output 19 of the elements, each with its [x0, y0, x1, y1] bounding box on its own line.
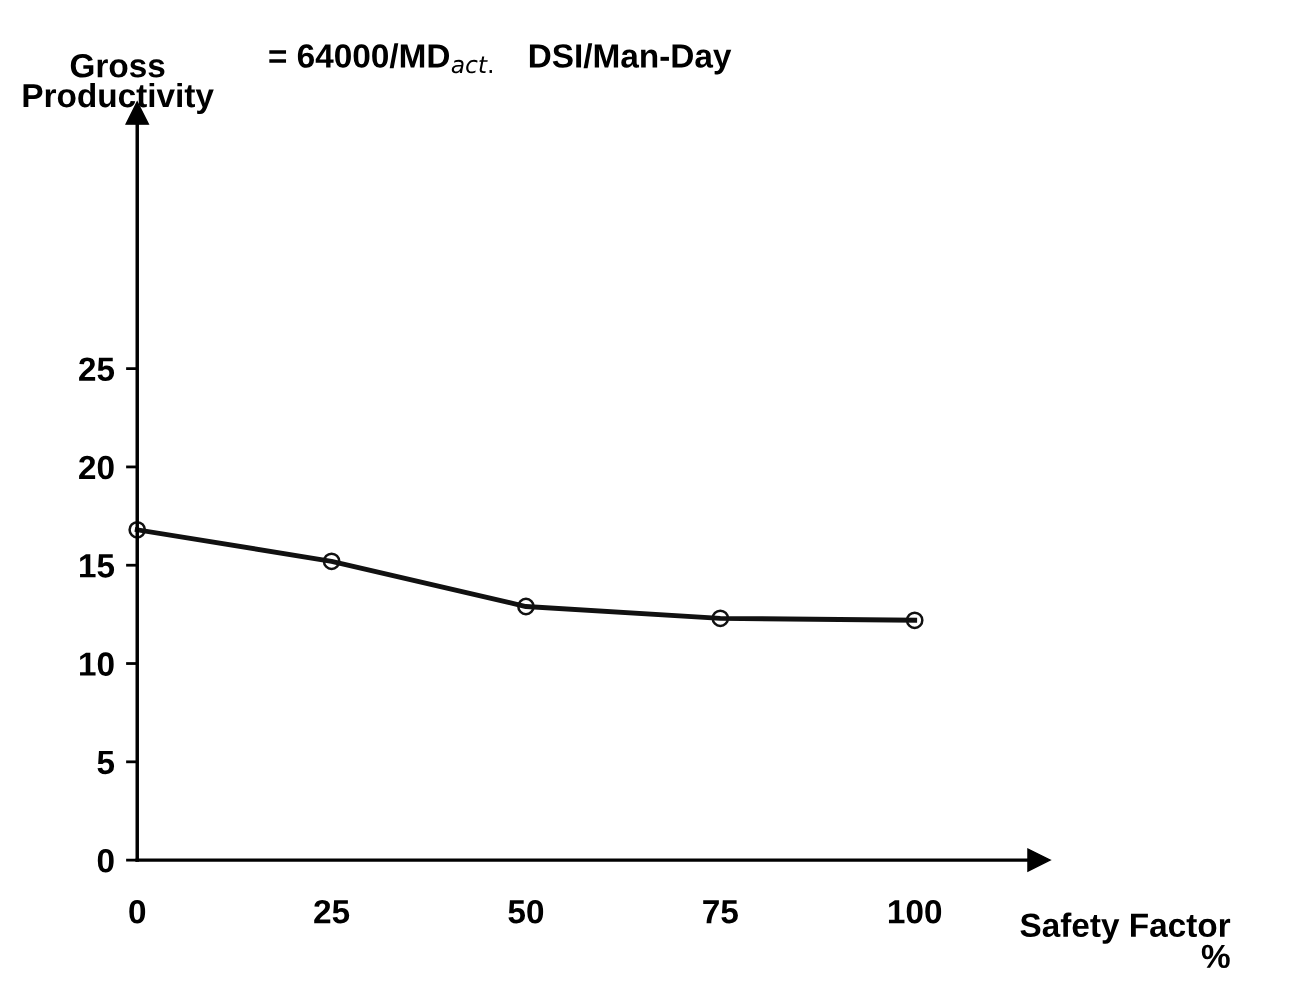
y-tick-label: 15 — [80, 554, 115, 578]
y-tick-label: 20 — [79, 455, 114, 480]
point — [517, 597, 535, 616]
y-tick-label: 5 — [97, 750, 115, 775]
y-tick-label: 10 — [80, 652, 114, 676]
point — [128, 520, 147, 539]
x-tick-label: 100 — [888, 899, 942, 924]
y-axis-title: Gross Productivity — [23, 53, 214, 115]
y-tick-label: 0 — [97, 848, 114, 873]
point — [711, 609, 730, 628]
point — [905, 611, 924, 630]
chart-title: = 64000/MD$_{act.}$ DSI/Man-Day — [269, 43, 732, 75]
x-tick-label: 75 — [703, 900, 738, 924]
x-axis-title: Safety Factor % — [1020, 912, 1231, 969]
x-tick-label: 50 — [508, 899, 544, 924]
x-tick-label: 25 — [314, 899, 350, 924]
y-tick-label: 25 — [79, 357, 115, 382]
point — [322, 552, 341, 571]
x-tick-label: 0 — [129, 899, 146, 924]
